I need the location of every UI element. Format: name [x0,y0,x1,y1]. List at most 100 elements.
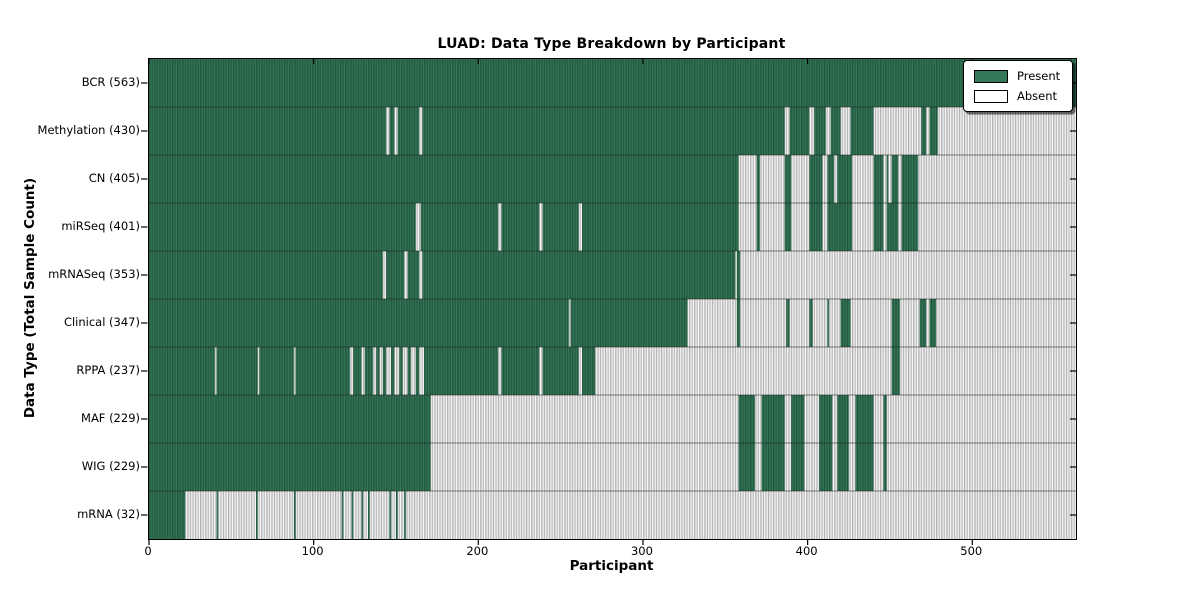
y-tick-label: CN (405) [88,171,140,185]
present-run [293,491,296,539]
present-run [415,347,420,395]
present-run [149,155,739,203]
present-run [367,491,370,539]
present-run [420,203,499,251]
present-run [542,203,579,251]
present-run [786,299,790,347]
present-run [819,395,833,443]
present-run [382,347,387,395]
present-run [422,107,785,155]
legend-entry-absent: Absent [974,86,1064,106]
present-run [149,251,383,299]
present-run [399,347,403,395]
present-run [891,299,900,347]
x-tick-label: 200 [466,544,489,558]
present-run [921,107,927,155]
present-run [341,491,344,539]
y-tick-label: mRNASeq (353) [48,267,140,281]
present-run [361,491,364,539]
y-tick-label: mRNA (32) [77,507,140,521]
present-run [395,491,398,539]
present-run [819,443,833,491]
present-run [376,347,380,395]
heatmap-svg [141,59,1076,545]
present-run [886,203,899,251]
present-run [809,203,823,251]
present-run [883,443,887,491]
legend-label-absent: Absent [1017,89,1058,103]
present-run [351,491,354,539]
present-run [929,299,937,347]
y-tick-label: miRSeq (401) [61,219,140,233]
present-run [901,203,918,251]
y-tick-label: Clinical (347) [63,315,140,329]
y-axis-title: Data Type (Total Sample Count) [22,177,38,419]
present-run [919,299,927,347]
present-run [789,107,810,155]
present-run [149,395,431,443]
present-run [756,203,760,251]
present-run [582,347,596,395]
present-run [837,155,853,203]
present-run [761,395,785,443]
x-axis-title: Participant [569,558,654,574]
present-run [827,299,830,347]
present-run [353,347,362,395]
present-run [873,203,884,251]
present-run [901,155,918,203]
present-run [850,107,874,155]
legend-entry-present: Present [974,66,1064,86]
present-run [761,443,785,491]
present-run [149,59,1076,107]
x-tick-label: 500 [960,544,983,558]
present-run [840,299,851,347]
present-run [295,347,350,395]
y-tick-label: WIG (229) [81,459,140,473]
present-run [389,491,392,539]
present-run [855,395,874,443]
legend-label-present: Present [1017,69,1061,83]
present-run [784,203,792,251]
present-run [855,443,874,491]
x-tick-label: 0 [144,544,152,558]
present-run [827,203,853,251]
present-run [582,203,739,251]
y-tick-label: Methylation (430) [37,123,140,137]
present-run [891,155,899,203]
present-run [738,395,755,443]
present-run [216,491,219,539]
present-run [149,107,387,155]
present-run [422,251,736,299]
present-run [791,395,805,443]
present-run [873,155,884,203]
present-run [570,299,688,347]
absent-swatch [974,89,1008,103]
present-run [827,155,834,203]
present-run [423,347,499,395]
y-tick-label: BCR (563) [81,75,140,89]
present-run [784,155,792,203]
present-run [809,155,823,203]
x-tick-label: 300 [630,544,653,558]
y-tick-label: MAF (229) [81,411,140,425]
present-run [216,347,258,395]
x-tick-label: 100 [301,544,324,558]
present-run [501,347,540,395]
present-run [391,347,395,395]
present-run [736,299,741,347]
present-run [886,155,889,203]
plot-area [141,58,1077,545]
present-run [386,251,405,299]
present-run [407,347,411,395]
x-tick-label: 400 [795,544,818,558]
present-run [149,443,431,491]
present-run [149,347,215,395]
present-run [791,443,805,491]
chart-title: LUAD: Data Type Breakdown by Participant [437,36,786,52]
present-run [256,491,258,539]
present-run [542,347,579,395]
present-run [830,107,841,155]
present-run [259,347,294,395]
present-run [397,107,420,155]
